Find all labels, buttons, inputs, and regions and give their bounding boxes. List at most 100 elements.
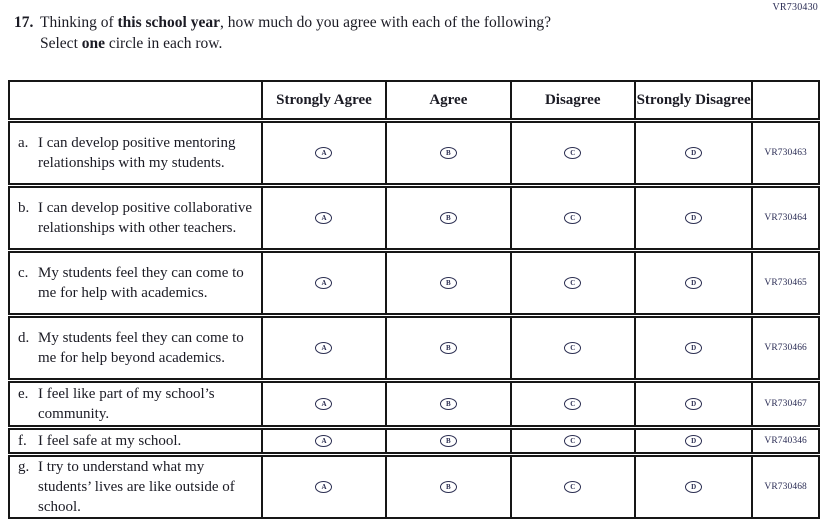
question-line1-post: , how much do you agree with each of the…: [219, 14, 551, 31]
page-accession-code: VR730430: [772, 2, 818, 13]
answer-bubble-d[interactable]: D: [685, 277, 703, 289]
bubble-cell-agree[interactable]: B: [387, 253, 512, 313]
statement-cell: g. I try to understand what my students’…: [10, 457, 263, 517]
answer-bubble-a[interactable]: A: [315, 435, 333, 447]
agreement-table: Strongly Agree Agree Disagree Strongly D…: [8, 80, 820, 519]
answer-bubble-b[interactable]: B: [439, 398, 457, 410]
question-number: 17.: [14, 14, 34, 31]
row-letter: d.: [18, 330, 30, 346]
bubble-cell-strongly-disagree[interactable]: D: [636, 430, 754, 452]
answer-bubble-a[interactable]: A: [315, 147, 333, 159]
bubble-cell-strongly-agree[interactable]: A: [263, 318, 388, 378]
answer-bubble-c[interactable]: C: [564, 277, 582, 289]
statement-cell: e. I feel like part of my school’s commu…: [10, 383, 263, 425]
row-code-cell: VR730468: [753, 457, 818, 517]
answer-bubble-d[interactable]: D: [685, 398, 703, 410]
table-row-b: b. I can develop positive collaborative …: [8, 186, 820, 250]
bubble-cell-agree[interactable]: B: [387, 383, 512, 425]
bubble-cell-disagree[interactable]: C: [512, 253, 636, 313]
row-statement: I feel safe at my school.: [38, 433, 182, 449]
row-code-cell: VR730467: [753, 383, 818, 425]
answer-bubble-d[interactable]: D: [685, 481, 703, 493]
bubble-cell-disagree[interactable]: C: [512, 430, 636, 452]
answer-bubble-b[interactable]: B: [439, 277, 457, 289]
row-code-cell: VR730464: [753, 188, 818, 248]
row-statement: I try to understand what my students’ li…: [38, 459, 235, 515]
row-code: VR730468: [764, 482, 807, 492]
answer-bubble-d[interactable]: D: [685, 342, 703, 354]
bubble-cell-strongly-disagree[interactable]: D: [636, 457, 754, 517]
table-row-e: e. I feel like part of my school’s commu…: [8, 381, 820, 427]
statement-cell: a. I can develop positive mentoring rela…: [10, 123, 263, 183]
bubble-cell-strongly-agree[interactable]: A: [263, 430, 388, 452]
bubble-cell-disagree[interactable]: C: [512, 123, 636, 183]
bubble-cell-strongly-disagree[interactable]: D: [636, 383, 754, 425]
bubble-cell-disagree[interactable]: C: [512, 188, 636, 248]
answer-bubble-a[interactable]: A: [315, 398, 333, 410]
row-code: VR730465: [764, 278, 807, 288]
row-code: VR730467: [764, 399, 807, 409]
answer-bubble-b[interactable]: B: [439, 435, 457, 447]
row-statement: I can develop positive mentoring relatio…: [38, 135, 236, 171]
answer-bubble-b[interactable]: B: [439, 481, 457, 493]
bubble-cell-strongly-agree[interactable]: A: [263, 383, 388, 425]
bubble-cell-agree[interactable]: B: [387, 188, 512, 248]
answer-bubble-a[interactable]: A: [315, 212, 333, 224]
answer-bubble-b[interactable]: B: [439, 147, 457, 159]
row-letter: b.: [18, 200, 30, 216]
answer-bubble-c[interactable]: C: [564, 398, 582, 410]
statement-cell: d. My students feel they can come to me …: [10, 318, 263, 378]
bubble-cell-strongly-agree[interactable]: A: [263, 253, 388, 313]
header-empty-code: [753, 82, 818, 118]
bubble-cell-disagree[interactable]: C: [512, 383, 636, 425]
bubble-cell-agree[interactable]: B: [387, 318, 512, 378]
answer-bubble-d[interactable]: D: [685, 147, 703, 159]
bubble-cell-agree[interactable]: B: [387, 430, 512, 452]
answer-bubble-d[interactable]: D: [685, 212, 703, 224]
answer-bubble-c[interactable]: C: [564, 342, 582, 354]
answer-bubble-b[interactable]: B: [439, 212, 457, 224]
bubble-cell-disagree[interactable]: C: [512, 318, 636, 378]
question-block: 17. Thinking of this school year, how mu…: [14, 12, 794, 54]
bubble-cell-strongly-disagree[interactable]: D: [636, 123, 754, 183]
row-code: VR730463: [764, 148, 807, 158]
bubble-cell-strongly-agree[interactable]: A: [263, 123, 388, 183]
row-letter: f.: [18, 433, 27, 449]
answer-bubble-a[interactable]: A: [315, 277, 333, 289]
answer-bubble-a[interactable]: A: [315, 481, 333, 493]
statement-cell: f. I feel safe at my school.: [10, 430, 263, 452]
row-statement: I feel like part of my school’s communit…: [38, 386, 215, 422]
answer-bubble-c[interactable]: C: [564, 481, 582, 493]
row-letter: g.: [18, 459, 30, 475]
row-letter: a.: [18, 135, 29, 151]
answer-bubble-a[interactable]: A: [315, 342, 333, 354]
bubble-cell-strongly-disagree[interactable]: D: [636, 318, 754, 378]
question-line2-pre: Select: [40, 35, 82, 52]
question-text: Thinking of this school year, how much d…: [40, 12, 794, 54]
bubble-cell-disagree[interactable]: C: [512, 457, 636, 517]
row-code-cell: VR730466: [753, 318, 818, 378]
bubble-cell-strongly-disagree[interactable]: D: [636, 253, 754, 313]
answer-bubble-c[interactable]: C: [564, 435, 582, 447]
bubble-cell-strongly-agree[interactable]: A: [263, 188, 388, 248]
answer-bubble-c[interactable]: C: [564, 147, 582, 159]
answer-bubble-d[interactable]: D: [685, 435, 703, 447]
bubble-cell-strongly-disagree[interactable]: D: [636, 188, 754, 248]
row-code: VR740346: [764, 436, 807, 446]
header-agree: Agree: [387, 82, 512, 118]
row-letter: c.: [18, 265, 29, 281]
header-strongly-disagree: Strongly Disagree: [636, 82, 754, 118]
bubble-cell-strongly-agree[interactable]: A: [263, 457, 388, 517]
bubble-cell-agree[interactable]: B: [387, 457, 512, 517]
table-row-f: f. I feel safe at my school. A B C D VR7…: [8, 428, 820, 454]
question-line2-bold: one: [81, 35, 105, 52]
answer-bubble-b[interactable]: B: [439, 342, 457, 354]
row-statement: I can develop positive collaborative rel…: [38, 200, 253, 236]
table-row-d: d. My students feel they can come to me …: [8, 316, 820, 380]
statement-cell: b. I can develop positive collaborative …: [10, 188, 263, 248]
bubble-cell-agree[interactable]: B: [387, 123, 512, 183]
statement-cell: c. My students feel they can come to me …: [10, 253, 263, 313]
answer-bubble-c[interactable]: C: [564, 212, 582, 224]
header-disagree: Disagree: [512, 82, 636, 118]
